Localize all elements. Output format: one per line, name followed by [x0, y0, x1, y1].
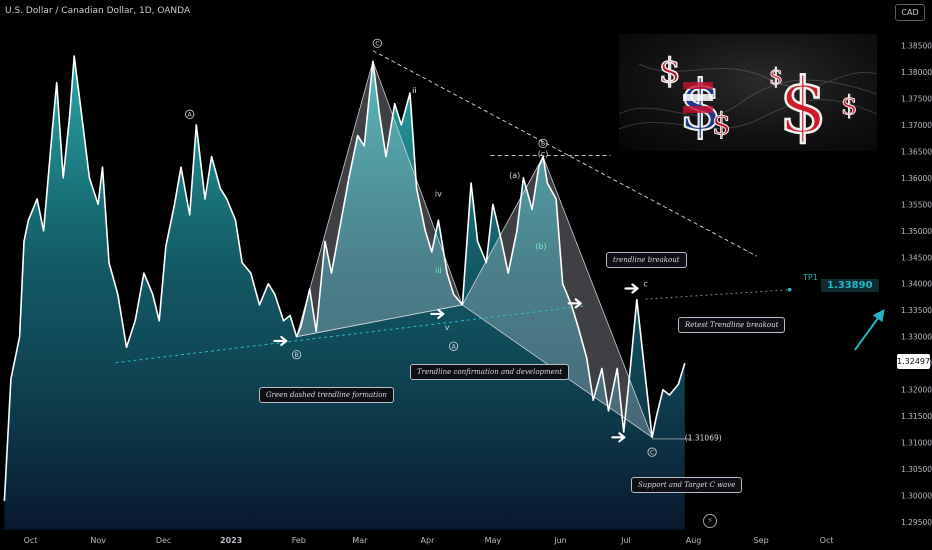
wave-label-C-mar: C	[375, 41, 379, 48]
x-tick-2: Dec	[156, 536, 171, 545]
x-tick-4: Feb	[292, 536, 306, 545]
price-area	[4, 56, 685, 530]
y-tick-2: 1.37500	[901, 94, 932, 103]
pattern-triangle-left	[296, 60, 463, 338]
x-tick-10: Aug	[686, 536, 702, 545]
tp1-label: TP1	[803, 273, 818, 282]
x-tick-7: May	[485, 536, 502, 545]
wave-label-C-mar-circle	[372, 38, 382, 48]
arrow-right-icon-jan	[273, 335, 288, 347]
lightning-icon[interactable]: ⚡	[703, 514, 717, 528]
us-dollar-sign-icon: $ $ $	[658, 50, 731, 147]
arrow-right-icon-jun	[567, 298, 582, 309]
wave-label-c: c	[643, 279, 647, 288]
arrow-right-icon-apr	[430, 308, 445, 320]
wave-label-A-apr-circle	[449, 341, 459, 351]
tp-projection-line	[645, 289, 792, 300]
y-tick-15: 1.31000	[901, 439, 932, 448]
wave-label-iii: iii	[435, 266, 442, 275]
support-target-label: Support and Target C wave	[631, 477, 743, 493]
y-tick-5: 1.36000	[901, 174, 932, 183]
wave-label-C-jul: C	[650, 449, 654, 456]
x-tick-5: Mar	[352, 536, 368, 545]
y-tick-11: 1.33000	[901, 333, 932, 342]
price-axis[interactable]: 1.38500 1.38000 1.37500 1.37000 1.36500 1.360…	[901, 41, 932, 527]
wave-label-B-may: B	[541, 141, 545, 148]
wave-label-a: (a)	[509, 171, 520, 180]
green-dashed-trendline-label: Green dashed trendline formation	[259, 387, 394, 403]
wave-label-B-may-circle	[538, 138, 548, 148]
upper-dashed-trendline	[372, 50, 757, 257]
canadian-dollar-sign-icon: $ $ $	[769, 60, 859, 151]
retest-breakout-label: Retest Trendline breakout	[678, 317, 786, 333]
x-tick-3: 2023	[220, 536, 242, 545]
x-tick-8: Jun	[553, 536, 567, 545]
svg-text:$: $	[841, 91, 858, 121]
x-tick-12: Oct	[820, 536, 834, 545]
x-tick-11: Sep	[754, 536, 769, 545]
wave-label-ii: ii	[412, 86, 416, 95]
pattern-base-left	[296, 304, 463, 338]
svg-text:$: $	[712, 107, 731, 142]
wave-label-A-dec: A	[188, 112, 193, 119]
y-tick-4: 1.36500	[901, 147, 932, 156]
y-tick-3: 1.37000	[901, 121, 932, 130]
x-tick-6: Apr	[421, 536, 436, 545]
wave-label-B-jan: B	[295, 352, 299, 359]
trendline-confirmation-label: Trendline confirmation and development	[410, 364, 570, 380]
price-area-fill	[4, 56, 685, 530]
y-tick-13: 1.32000	[901, 386, 932, 395]
currency-button[interactable]: CAD	[895, 4, 925, 21]
wave-label-A-apr: A	[452, 344, 457, 351]
trendline-breakout-label: trendline breakout	[606, 252, 687, 268]
y-tick-18: 1.29500	[901, 518, 932, 527]
usd-cad-dollar-image: $ $ $ $ $ $	[619, 34, 877, 151]
green-dashed-trendline	[115, 305, 585, 364]
svg-text:$: $	[779, 61, 827, 150]
tp1-point	[787, 287, 792, 292]
last-price-label: 1.32497	[897, 354, 930, 369]
x-tick-9: Jul	[620, 536, 631, 545]
pattern-triangles	[296, 60, 653, 439]
x-tick-1: Nov	[90, 536, 106, 545]
y-tick-16: 1.30500	[901, 465, 932, 474]
wave-labels: A C B A B Cii iv v iii (a) (b) (c) c (1.31069)	[185, 38, 722, 457]
wave-label-B-jan-circle	[292, 350, 302, 360]
y-tick-9: 1.34000	[901, 280, 932, 289]
x-tick-0: Oct	[24, 536, 38, 545]
arrow-right-icon-jul	[624, 283, 639, 294]
y-tick-1: 1.38000	[901, 68, 932, 77]
y-tick-7: 1.35000	[901, 227, 932, 236]
y-tick-8: 1.34500	[901, 253, 932, 262]
arrow-markers	[273, 283, 639, 443]
price-line-series	[3, 55, 686, 501]
y-tick-17: 1.30000	[901, 492, 932, 501]
trendlines	[115, 50, 885, 440]
y-tick-6: 1.35500	[901, 200, 932, 209]
wave-label-C-jul-circle	[647, 447, 657, 457]
svg-text:$: $	[659, 51, 681, 91]
low-value-label: (1.31069)	[685, 433, 722, 442]
y-tick-10: 1.33500	[901, 306, 932, 315]
y-tick-0: 1.38500	[901, 41, 932, 50]
wave-label-v: v	[445, 323, 450, 332]
symbol-title: U.S. Dollar / Canadian Dollar, 1D, OANDA	[5, 6, 191, 16]
wave-label-b: (b)	[535, 242, 546, 251]
time-axis[interactable]: Oct Nov Dec 2023 Feb Mar Apr May Jun Jul Aug Sep Oct	[24, 536, 834, 545]
tp1-value: 1.33890	[821, 279, 879, 292]
wave-label-A-dec-circle	[185, 109, 195, 119]
y-tick-14: 1.31500	[901, 412, 932, 421]
arrow-right-icon-low	[611, 432, 626, 443]
svg-text:$: $	[769, 65, 783, 90]
wave-label-iv: iv	[435, 189, 442, 198]
tp-up-arrow	[854, 309, 885, 351]
wave-label-c-paren: (c)	[538, 150, 549, 159]
price-line	[3, 55, 686, 501]
